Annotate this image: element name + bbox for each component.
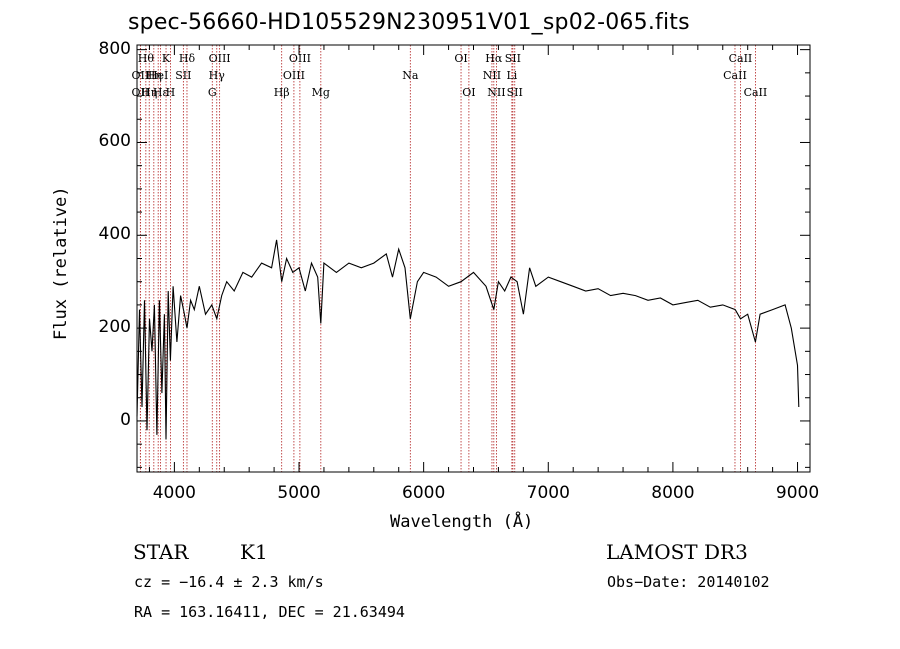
object-class: STAR (133, 540, 189, 564)
x-tick-label: 6000 (402, 483, 446, 503)
line-marker-label: OI (462, 86, 475, 99)
chart-title: spec-56660-HD105529N230951V01_sp02-065.f… (128, 10, 690, 35)
emission-line-markers (139, 45, 756, 472)
y-axis-label: Flux (relative) (51, 186, 71, 340)
line-marker-label: OIII (283, 69, 305, 82)
line-marker-label: Hε (153, 86, 169, 99)
x-tick-label: 8000 (651, 483, 695, 503)
line-marker-label: Hα (485, 52, 503, 65)
observation-date: Obs−Date: 20140102 (607, 573, 770, 591)
line-marker-label: OIII (289, 52, 311, 65)
line-marker-label: SII (175, 69, 191, 82)
line-marker-label: OII (132, 86, 150, 99)
line-marker-label: Hθ (138, 52, 155, 65)
line-marker-label: SII (505, 52, 521, 65)
x-tick-label: 4000 (152, 483, 196, 503)
spectrum-line (136, 239, 800, 440)
x-tick-label: 7000 (526, 483, 570, 503)
line-marker-label: G (208, 86, 217, 99)
redshift-velocity: cz = −16.4 ± 2.3 km/s (134, 573, 324, 591)
line-marker-label: Hη (141, 86, 157, 99)
y-tick-label: 600 (98, 131, 131, 152)
line-marker-label: K (162, 52, 171, 65)
line-marker-label: H (166, 86, 176, 99)
line-marker-label: HeI (148, 69, 168, 82)
line-marker-label: NII (487, 86, 505, 99)
survey-name: LAMOST DR3 (606, 540, 748, 564)
line-marker-label: OII (132, 69, 150, 82)
line-marker-label: CaII (744, 86, 768, 99)
line-marker-label: Li (506, 69, 517, 82)
line-marker-label: Na (402, 69, 419, 82)
coordinates: RA = 163.16411, DEC = 21.63494 (134, 603, 405, 621)
y-tick-label: 800 (98, 38, 131, 59)
x-axis-label: Wavelength (Å) (390, 512, 534, 532)
line-marker-label: Hγ (209, 69, 226, 82)
axis-ticks (137, 45, 810, 472)
line-marker-label: Hη (146, 69, 162, 82)
line-marker-label: NII (483, 69, 501, 82)
y-tick-label: 0 (120, 409, 131, 430)
y-tick-label: 200 (98, 317, 131, 338)
x-tick-label: 5000 (277, 483, 321, 503)
line-marker-label: Hβ (274, 86, 290, 99)
line-marker-label: CaII (723, 69, 747, 82)
line-marker-label: Mg (312, 86, 330, 99)
line-marker-label: Hδ (179, 52, 196, 65)
emission-line-labels: OIIOIIHθHηHηHeIHεKHSIIHδGHγOIIIHβOIIIOII… (132, 52, 768, 99)
line-marker-label: CaII (729, 52, 753, 65)
object-subclass: K1 (240, 540, 268, 564)
x-tick-label: 9000 (775, 483, 820, 503)
line-marker-label: OI (454, 52, 467, 65)
line-marker-label: OIII (209, 52, 231, 65)
line-marker-label: SII (507, 86, 523, 99)
y-tick-label: 400 (98, 224, 131, 245)
plot-frame (136, 44, 811, 473)
